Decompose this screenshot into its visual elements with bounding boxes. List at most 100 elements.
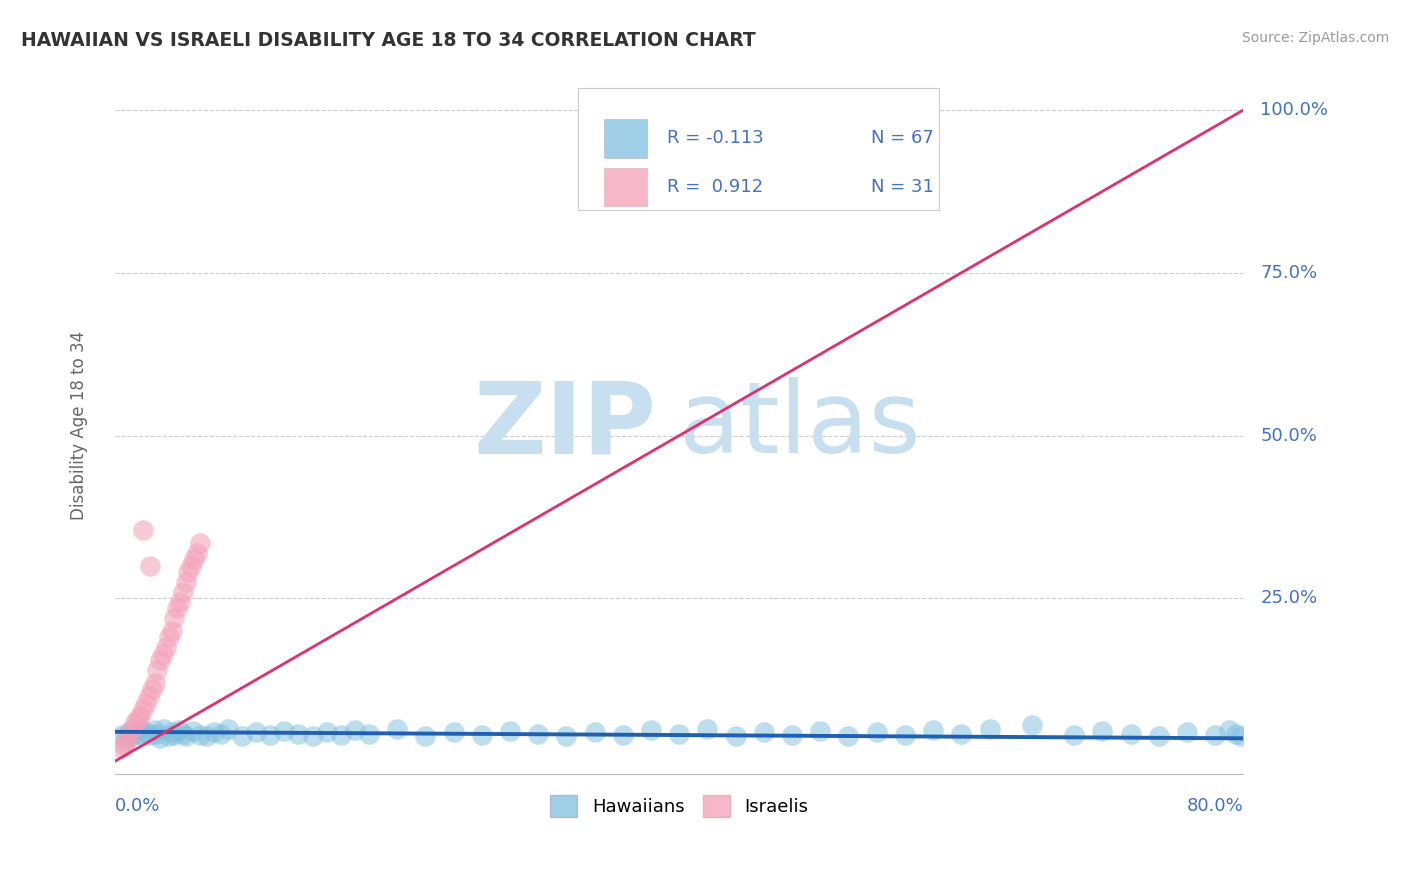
Point bbox=[115, 731, 138, 746]
Point bbox=[301, 730, 323, 744]
Point bbox=[385, 722, 408, 736]
Point bbox=[188, 536, 211, 550]
Point bbox=[129, 708, 152, 723]
Point bbox=[157, 631, 180, 645]
Point bbox=[127, 712, 149, 726]
Point bbox=[121, 730, 143, 744]
Point bbox=[527, 727, 550, 741]
Point bbox=[186, 546, 208, 560]
Text: 25.0%: 25.0% bbox=[1260, 590, 1317, 607]
Point bbox=[866, 725, 889, 739]
Point bbox=[153, 722, 176, 736]
Point bbox=[950, 727, 973, 741]
Text: R =  0.912: R = 0.912 bbox=[666, 178, 763, 196]
Point bbox=[160, 725, 183, 739]
Point bbox=[121, 722, 143, 736]
Point bbox=[167, 723, 190, 737]
Point bbox=[139, 728, 162, 742]
FancyBboxPatch shape bbox=[578, 88, 939, 210]
Point bbox=[922, 723, 945, 737]
Point bbox=[172, 584, 194, 599]
Text: ZIP: ZIP bbox=[474, 377, 657, 475]
Point bbox=[180, 558, 202, 573]
Point bbox=[209, 727, 232, 741]
Point bbox=[315, 725, 337, 739]
Text: Source: ZipAtlas.com: Source: ZipAtlas.com bbox=[1241, 31, 1389, 45]
Point bbox=[115, 734, 138, 748]
Text: 75.0%: 75.0% bbox=[1260, 264, 1317, 282]
Point bbox=[174, 730, 197, 744]
Point bbox=[139, 558, 162, 573]
Point bbox=[111, 728, 134, 742]
Point bbox=[1091, 724, 1114, 739]
Point bbox=[129, 722, 152, 736]
Point bbox=[155, 640, 177, 655]
Point bbox=[135, 696, 157, 710]
Point bbox=[174, 575, 197, 590]
Point bbox=[245, 725, 267, 739]
Point bbox=[1225, 727, 1247, 741]
Text: R = -0.113: R = -0.113 bbox=[666, 129, 763, 147]
Point bbox=[183, 552, 205, 566]
Text: 50.0%: 50.0% bbox=[1260, 426, 1317, 444]
Point bbox=[132, 702, 155, 716]
Point bbox=[125, 727, 148, 741]
Legend: Hawaiians, Israelis: Hawaiians, Israelis bbox=[543, 788, 815, 824]
Point bbox=[471, 728, 494, 742]
Point bbox=[329, 728, 352, 742]
Point bbox=[287, 727, 309, 741]
Point bbox=[181, 724, 204, 739]
Point bbox=[146, 663, 169, 677]
Point bbox=[166, 601, 188, 615]
Point bbox=[555, 730, 578, 744]
Point bbox=[110, 741, 132, 756]
Point bbox=[724, 730, 747, 744]
Text: N = 31: N = 31 bbox=[872, 178, 934, 196]
Point bbox=[195, 730, 218, 744]
Point bbox=[894, 728, 917, 742]
Point bbox=[149, 653, 172, 667]
Text: atlas: atlas bbox=[679, 377, 921, 475]
Point bbox=[640, 723, 662, 737]
Point bbox=[1119, 727, 1142, 741]
Point bbox=[202, 725, 225, 739]
Point bbox=[217, 722, 239, 736]
Point bbox=[273, 724, 295, 739]
Point bbox=[499, 724, 522, 739]
Point bbox=[1204, 728, 1226, 742]
Point bbox=[146, 727, 169, 741]
Point bbox=[135, 725, 157, 739]
Point bbox=[752, 725, 775, 739]
Point bbox=[1063, 728, 1085, 742]
Point bbox=[143, 723, 166, 737]
Point bbox=[177, 566, 200, 580]
Point bbox=[188, 728, 211, 742]
Point bbox=[1147, 730, 1170, 744]
Text: Disability Age 18 to 34: Disability Age 18 to 34 bbox=[70, 331, 89, 520]
Point bbox=[343, 723, 366, 737]
Point bbox=[668, 727, 690, 741]
Point bbox=[112, 738, 135, 752]
Point bbox=[138, 689, 160, 703]
Point bbox=[141, 682, 163, 697]
FancyBboxPatch shape bbox=[603, 120, 647, 158]
Point bbox=[583, 725, 606, 739]
Point bbox=[1021, 718, 1043, 732]
Point bbox=[259, 728, 281, 742]
Point bbox=[132, 730, 155, 744]
Point bbox=[169, 594, 191, 608]
Point bbox=[149, 731, 172, 745]
Point bbox=[1218, 723, 1240, 737]
Point bbox=[357, 727, 380, 741]
Point bbox=[443, 725, 465, 739]
Text: N = 67: N = 67 bbox=[872, 129, 934, 147]
Point bbox=[231, 730, 253, 744]
Text: 0.0%: 0.0% bbox=[115, 797, 160, 815]
Point bbox=[163, 728, 186, 742]
Point bbox=[837, 730, 859, 744]
Point bbox=[124, 714, 146, 729]
FancyBboxPatch shape bbox=[603, 168, 647, 206]
Point bbox=[132, 523, 155, 537]
Point bbox=[118, 724, 141, 739]
Point bbox=[118, 728, 141, 742]
